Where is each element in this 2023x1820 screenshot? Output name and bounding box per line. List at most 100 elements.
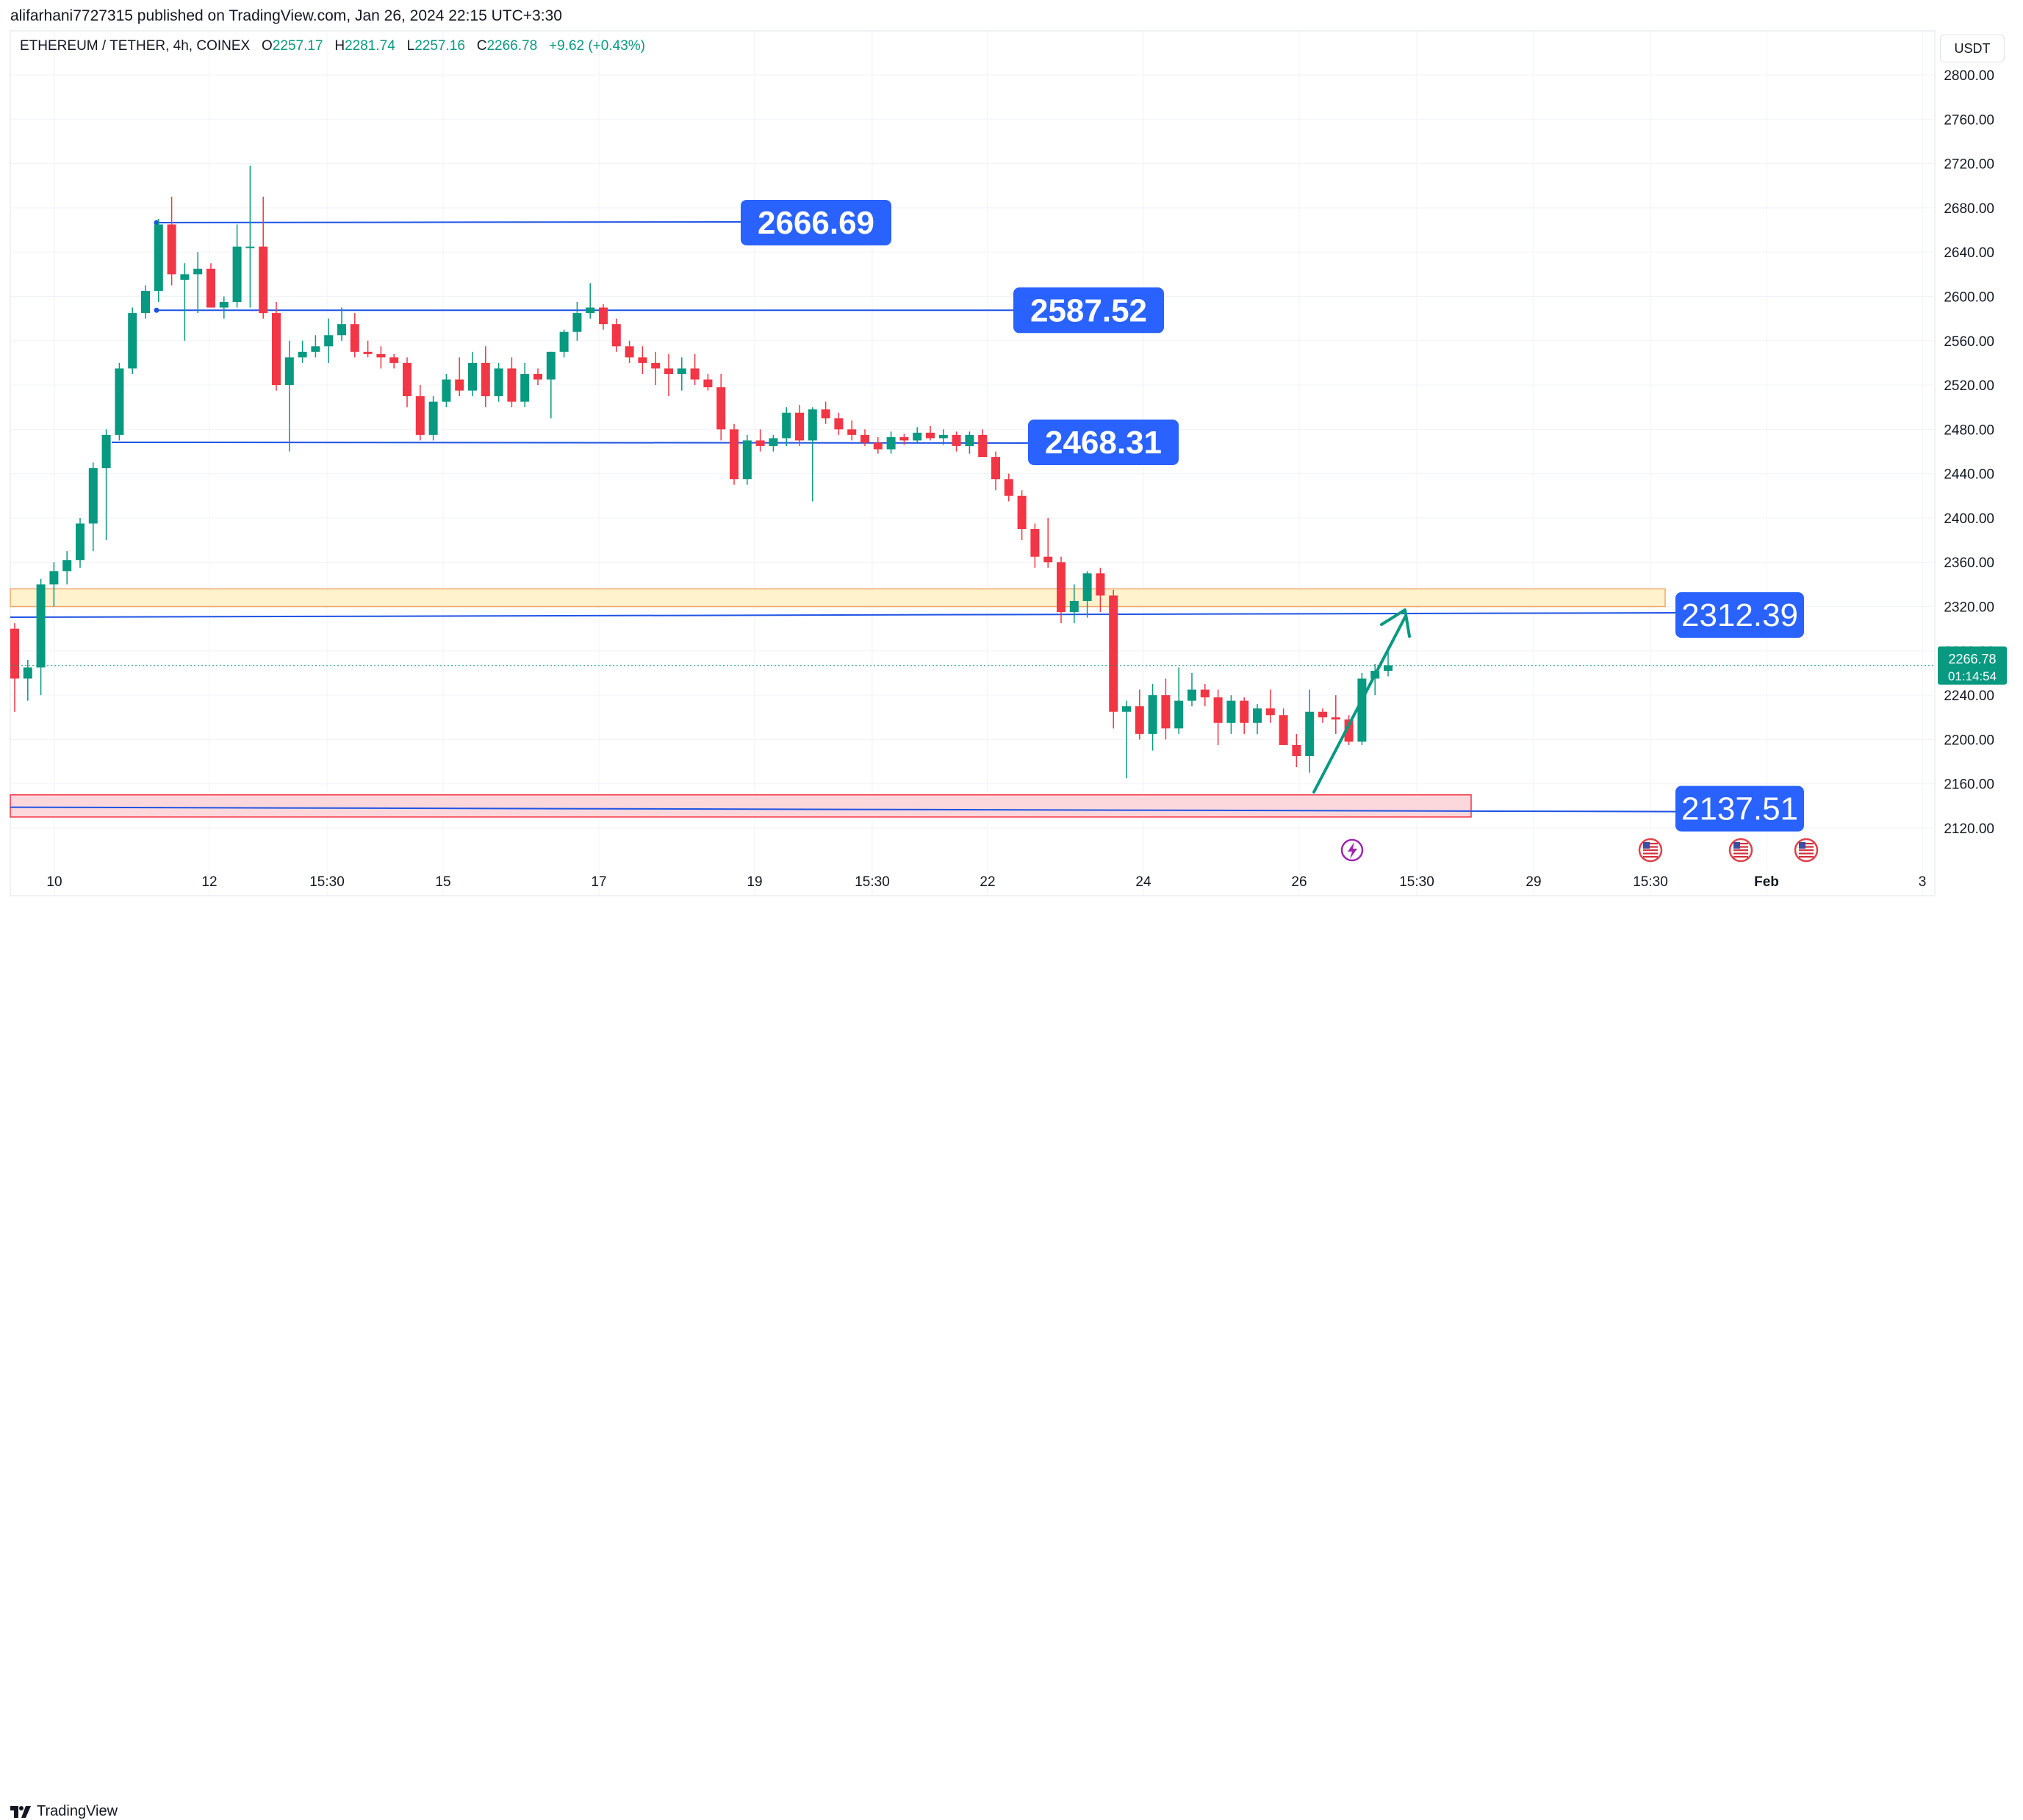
level-label: 2312.39 [1681, 597, 1798, 633]
price-tick: 2520.00 [1944, 378, 1994, 394]
last-price-tag [1938, 646, 2007, 685]
time-axis[interactable]: 10 12 15:30 15 17 19 15:30 22 24 26 15:30 29 15:30 Fe… [46, 874, 1926, 890]
currency-button[interactable]: USDT [1940, 35, 2005, 62]
footer: TradingView [0, 896, 2023, 1819]
candle-body [1279, 715, 1288, 745]
candle-body [1122, 706, 1131, 712]
candle-body [730, 429, 739, 480]
price-tick: 2600.00 [1944, 289, 1994, 305]
flag-stripe [1799, 852, 1814, 855]
us-flag-icon [1728, 838, 1753, 863]
time-tick: 22 [980, 874, 995, 890]
candle-body [141, 290, 150, 314]
candle-body [1384, 665, 1393, 671]
publish-bar: alifarhani7727315 published on TradingVi… [0, 0, 2023, 31]
candle-body [468, 362, 477, 391]
bar-countdown: 01:14:54 [1948, 669, 1997, 683]
candle-body [873, 442, 883, 450]
candle-body [821, 409, 830, 419]
candle-body [1174, 700, 1184, 729]
candle-body [782, 412, 791, 439]
tradingview-logo[interactable]: TradingView [10, 1803, 118, 1820]
time-tick: 19 [747, 874, 762, 890]
time-tick: 3 [1919, 874, 1927, 890]
time-tick: 29 [1526, 874, 1541, 890]
symbol-legend: ETHEREUM / TETHER, 4h, COINEX O2257.17 H… [20, 38, 645, 54]
candle-body [311, 346, 320, 352]
candle-body [834, 418, 844, 430]
candle-body [298, 351, 307, 358]
level-label: 2468.31 [1045, 425, 1162, 461]
candle-body [1069, 600, 1079, 613]
us-flag-icon [1794, 838, 1819, 863]
level-label: 2587.52 [1030, 292, 1147, 328]
candle-body [886, 436, 896, 450]
time-tick: 15 [435, 874, 450, 890]
arrow-head [1380, 608, 1411, 638]
chart-pane[interactable] [10, 30, 1936, 896]
candle-body [350, 324, 359, 352]
low-value: 2257.16 [414, 38, 465, 54]
candle-body [991, 457, 1000, 480]
candle-body [690, 368, 700, 380]
close-label: C [476, 38, 487, 54]
change-value: +9.62 (+0.43%) [549, 38, 645, 54]
price-tick: 2440.00 [1944, 467, 1994, 483]
flag-stripe [1733, 846, 1748, 848]
candle-body [611, 324, 621, 347]
level-label-box [1675, 592, 1804, 639]
symbol-name[interactable]: ETHEREUM / TETHER, 4h, COINEX [20, 38, 251, 54]
time-tick: 17 [591, 874, 606, 890]
candle-body [23, 667, 32, 679]
candle-body [428, 401, 438, 435]
candle-body [755, 440, 765, 446]
candle-body [1017, 495, 1027, 530]
us-flag-icon [1638, 838, 1663, 863]
candle-body [1161, 695, 1171, 729]
flag-stripe [1643, 852, 1658, 855]
event-markers[interactable] [1340, 838, 1819, 863]
candle-body [1057, 562, 1066, 613]
candle-body [10, 628, 19, 679]
arrow-shaft [1312, 616, 1406, 794]
candle-body [36, 584, 46, 668]
candle-body [167, 224, 176, 275]
flag-stripe [1799, 856, 1814, 858]
candle-body [677, 368, 686, 374]
candle-body [769, 438, 778, 446]
price-chart[interactable]: 2666.69 2587.52 2468.31 2312.39 2137.51 2800… [0, 0, 2023, 896]
level-label: 2666.69 [758, 205, 874, 241]
candle-body [284, 357, 294, 386]
flag-stripe [1799, 846, 1814, 848]
candle-body [1331, 717, 1340, 720]
candle-body [1357, 678, 1367, 742]
candle-body [938, 434, 948, 439]
level-label-box [1675, 785, 1804, 832]
price-tick: 2480.00 [1944, 422, 1994, 438]
flag-stripe [1733, 856, 1748, 858]
candle-body [546, 351, 556, 380]
candle-body [455, 379, 464, 391]
candle-body [533, 373, 542, 380]
candle-body [403, 362, 412, 397]
time-tick: 15:30 [1399, 874, 1434, 890]
candle-body [389, 357, 399, 363]
flag-stripe [1799, 849, 1814, 852]
candle-body [232, 246, 242, 303]
candle-body [1213, 697, 1223, 723]
flag-stripe [1643, 849, 1658, 852]
candle-body [651, 362, 661, 369]
price-axis[interactable]: 2800.00 2760.00 2720.00 2680.00 2640.00 2600.… [1938, 68, 2007, 837]
high-value: 2281.74 [345, 38, 395, 54]
candle-body [638, 357, 647, 363]
price-tick: 2400.00 [1944, 511, 1994, 527]
candle-body [507, 368, 517, 402]
candle-body [978, 434, 988, 458]
supply-zone [10, 588, 1666, 608]
candle-body [599, 307, 608, 325]
price-tick: 2760.00 [1944, 112, 1994, 128]
time-tick: 15:30 [1633, 874, 1668, 890]
price-tick: 2160.00 [1944, 777, 1994, 793]
candle-body [847, 429, 857, 435]
candle-body [1135, 706, 1144, 734]
